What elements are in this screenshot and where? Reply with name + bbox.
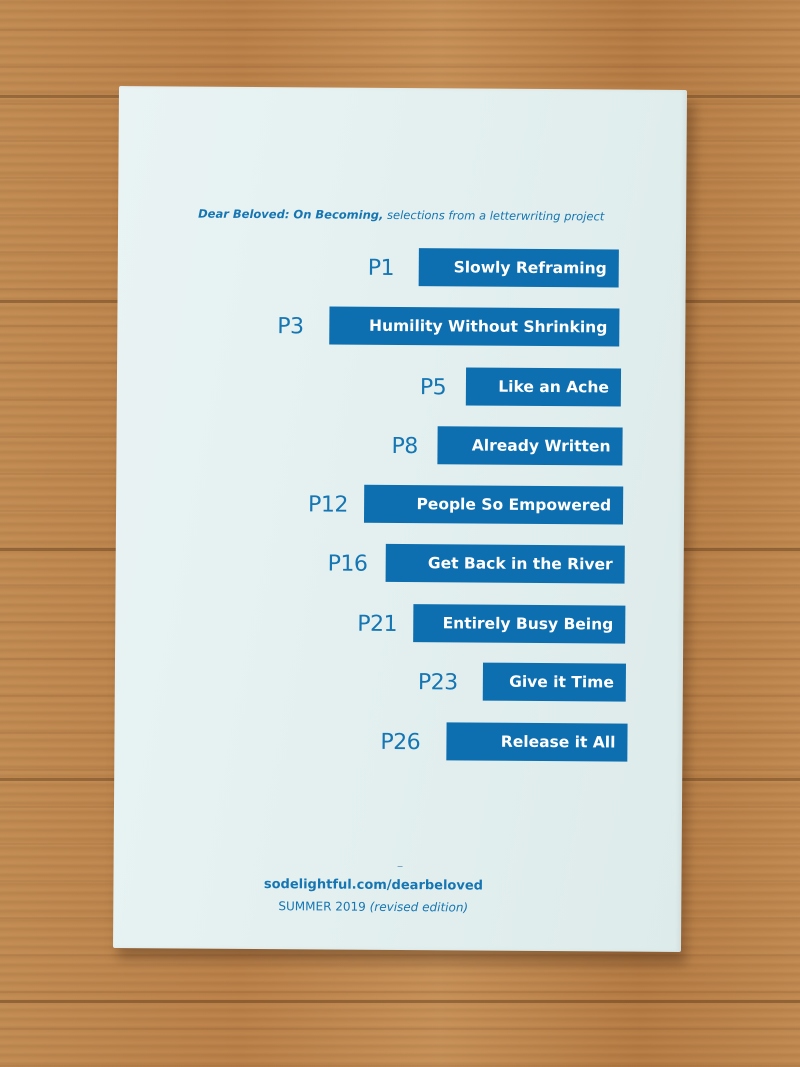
page-number: P5 [419,375,447,401]
page-number: P8 [391,433,418,460]
chapter-title: Slowly Reframing [418,248,619,288]
booklet-title: Dear Beloved: On Becoming, [198,206,384,222]
booklet-heading: Dear Beloved: On Becoming, selections fr… [198,207,628,224]
toc-row: P12 People So Empowered [308,484,624,525]
chapter-title: People So Empowered [363,484,624,525]
toc-row: P5 Like an Ache [419,367,622,407]
toc-row: P3 Humility Without Shrinking [277,306,621,347]
footer-revision: (revised edition) [369,899,469,915]
page-number: P21 [357,611,398,637]
footer-season: SUMMER 2019 [278,899,366,914]
toc-row: P23 Give it Time [417,662,627,702]
booklet-back-cover: Dear Beloved: On Becoming, selections fr… [112,86,688,952]
toc-row: P1 Slowly Reframing [368,248,620,288]
chapter-title: Release it All [446,722,628,762]
toc-row: P21 Entirely Busy Being [357,604,626,644]
toc-row: P8 Already Written [391,426,623,466]
page-number: P12 [308,492,348,518]
page-number: P3 [277,314,304,340]
toc-row: P26 Release it All [380,722,628,762]
page-number: P26 [380,729,421,756]
footer-url: sodelightful.com/dearbeloved [263,877,484,894]
small-mark [397,865,403,868]
chapter-title: Already Written [437,426,623,466]
toc-row: P16 Get Back in the River [327,543,626,584]
booklet-subtitle: selections from a letterwriting project [387,207,605,224]
chapter-title: Humility Without Shrinking [329,306,620,347]
footer-edition: SUMMER 2019 (revised edition) [113,898,633,916]
chapter-title: Like an Ache [465,367,622,407]
chapter-title: Entirely Busy Being [413,604,626,644]
page-number: P16 [327,551,368,577]
chapter-title: Get Back in the River [385,543,625,584]
plank-seam [0,1000,800,1003]
page-number: P23 [417,670,458,696]
chapter-title: Give it Time [482,662,626,702]
page-number: P1 [367,255,395,281]
